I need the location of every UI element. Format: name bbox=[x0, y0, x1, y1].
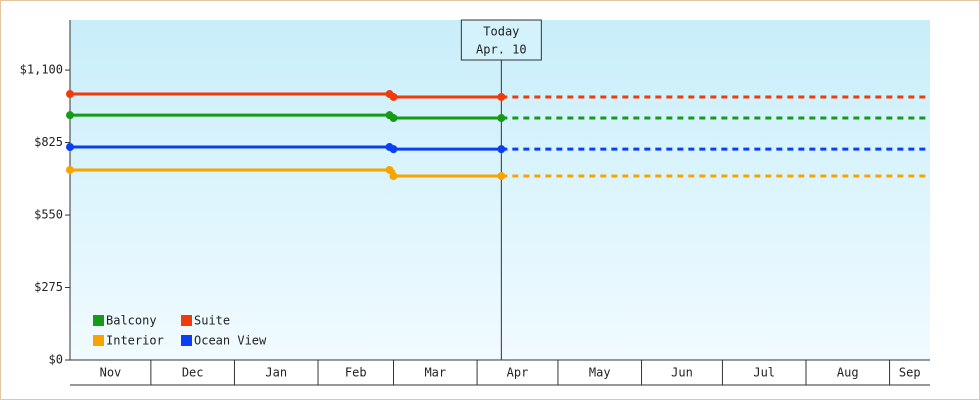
legend-swatch bbox=[93, 315, 104, 326]
legend-label: Suite bbox=[194, 314, 230, 328]
price-point bbox=[389, 92, 398, 101]
x-tick-label: Feb bbox=[345, 366, 367, 380]
legend-label: Interior bbox=[106, 334, 164, 348]
x-tick-label: Mar bbox=[424, 366, 446, 380]
today-date: Apr. 10 bbox=[476, 43, 527, 57]
y-tick-label: $825 bbox=[34, 135, 63, 149]
x-tick-label: Jun bbox=[671, 366, 693, 380]
x-tick-label: Jan bbox=[265, 366, 287, 380]
x-tick-label: Dec bbox=[182, 366, 204, 380]
legend-label: Ocean View bbox=[194, 334, 267, 348]
price-point bbox=[385, 165, 394, 174]
y-tick-label: $1,100 bbox=[20, 63, 63, 77]
y-tick-label: $275 bbox=[34, 280, 63, 294]
price-point bbox=[66, 143, 74, 152]
today-box bbox=[460, 19, 542, 61]
price-point bbox=[389, 145, 398, 154]
legend-swatch bbox=[181, 315, 192, 326]
y-tick-label: $0 bbox=[49, 353, 63, 367]
legend-swatch bbox=[181, 335, 192, 346]
price-point bbox=[66, 111, 74, 120]
price-point bbox=[389, 172, 398, 181]
price-point bbox=[66, 90, 74, 99]
x-tick-label: Sep bbox=[899, 366, 921, 380]
y-tick-label: $550 bbox=[34, 208, 63, 222]
legend-label: Balcony bbox=[106, 314, 157, 328]
price-point bbox=[389, 114, 398, 123]
x-tick-label: May bbox=[589, 366, 611, 380]
x-tick-label: Apr bbox=[507, 366, 529, 380]
plot-area bbox=[70, 20, 930, 360]
x-tick-label: Nov bbox=[100, 366, 122, 380]
legend-swatch bbox=[93, 335, 104, 346]
x-tick-label: Jul bbox=[753, 366, 775, 380]
x-tick-label: Aug bbox=[837, 366, 859, 380]
today-label: Today bbox=[483, 25, 519, 39]
price-point bbox=[66, 165, 74, 174]
